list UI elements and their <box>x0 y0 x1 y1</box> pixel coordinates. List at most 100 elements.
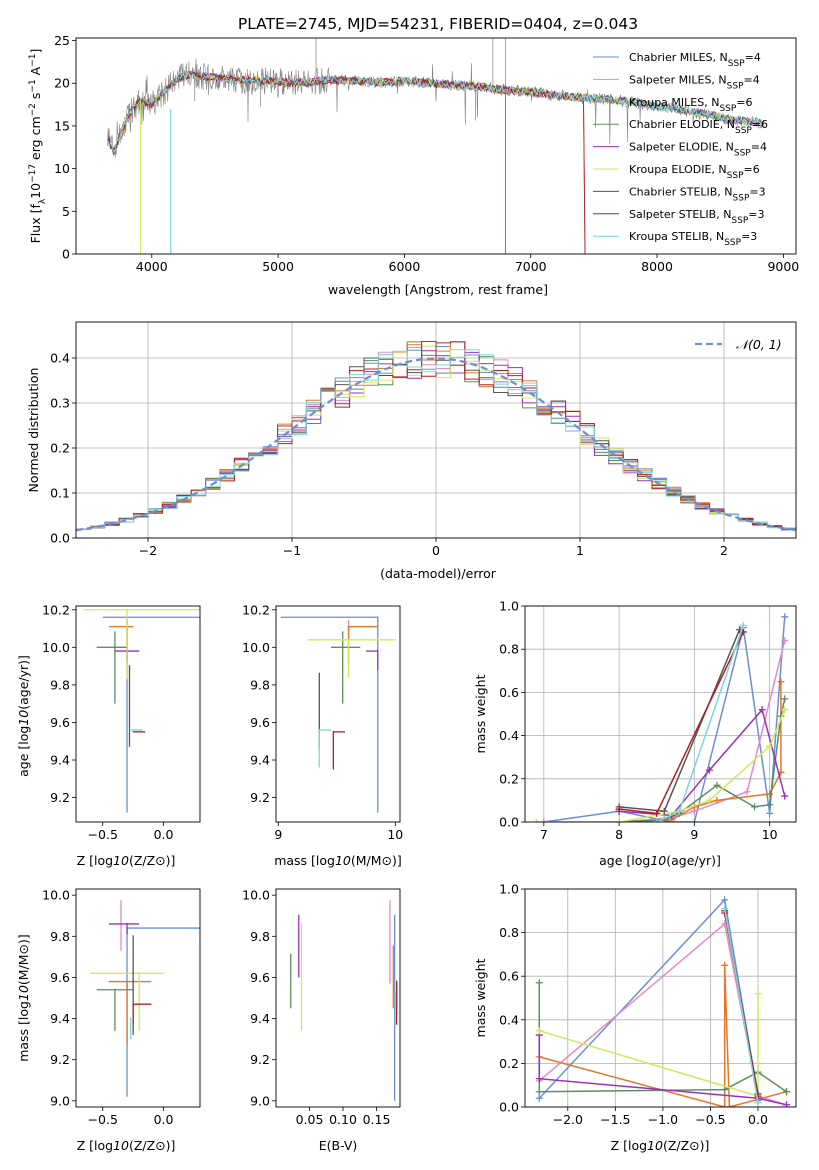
y-axis-label: mass weight <box>473 958 488 1037</box>
y-tick-label: 10 <box>54 161 70 176</box>
x-axis-label: wavelength [Angstrom, rest frame] <box>328 282 548 297</box>
y-tick-label: 0.2 <box>499 771 519 786</box>
axes-frame <box>75 37 797 255</box>
y-tick-label: 0.8 <box>499 925 519 940</box>
legend-label: Salpeter STELIB, NSSP=3 <box>629 208 765 226</box>
mass-weight-line <box>619 708 786 817</box>
y-tick-label: 0.1 <box>50 486 70 501</box>
mass-weight-marker <box>725 1103 733 1107</box>
y-tick-label: 0.3 <box>50 396 70 411</box>
y-tick-label: 9.6 <box>50 970 70 985</box>
y-tick-label: 5 <box>62 204 70 219</box>
plot-area <box>535 896 790 1107</box>
x-tick-label: 1 <box>576 543 584 558</box>
mass-weight-marker <box>781 695 789 703</box>
figure-title: PLATE=2745, MJD=54231, FIBERID=0404, z=0… <box>238 15 638 33</box>
mass-weight-marker <box>675 807 683 815</box>
axes-mass-vs-ebv: 0.05 0.10 0.15 9.0 9.2 9.4 9.6 9.8 10.0 E(B-V) <box>242 888 401 1153</box>
mass-weight-marker <box>535 1075 543 1083</box>
plot-area <box>532 613 789 822</box>
x-axis-label: Z [log10(Z/Z⊙)] <box>77 1138 176 1153</box>
axes-massweight-vs-age: 7 8 9 10 0.0 0.2 0.4 0.6 0.8 1.0 age [log10(age/yr… <box>473 599 797 868</box>
y-tick-label: 9.8 <box>50 929 70 944</box>
mass-weight-marker <box>615 818 623 822</box>
mass-weight-marker <box>660 807 668 815</box>
y-tick-label: 10.2 <box>242 602 270 617</box>
legend-label: Kroupa MILES, NSSP=6 <box>629 96 753 114</box>
mass-weight-marker <box>766 790 774 798</box>
y-tick-label: 9.6 <box>50 715 70 730</box>
mass-weight-marker <box>743 788 751 796</box>
x-tick-label: 0.0 <box>154 827 174 842</box>
axes-frame <box>524 888 797 1108</box>
x-tick-label: 10 <box>387 827 403 842</box>
mass-weight-marker <box>721 896 729 904</box>
x-tick-label: −1.5 <box>600 1112 630 1127</box>
plot-area <box>280 616 396 813</box>
y-axis-label: mass [log10(M/M⊙)] <box>16 934 31 1062</box>
plot-area <box>83 608 200 813</box>
x-tick-label: 8000 <box>641 259 673 274</box>
x-tick-label: 7 <box>540 827 548 842</box>
y-tick-label: 0.2 <box>499 1056 519 1071</box>
model-spectrum <box>107 71 765 154</box>
x-tick-label: −1.0 <box>648 1112 678 1127</box>
y-tick-label: 0.0 <box>50 531 70 546</box>
x-axis-label: Z [log10(Z/Z⊙)] <box>611 1138 710 1153</box>
model-spectrum <box>107 70 586 254</box>
legend-label: Chabrier MILES, NSSP=4 <box>629 51 761 69</box>
legend-label: Kroupa ELODIE, NSSP=6 <box>629 163 760 181</box>
x-tick-label: −2.0 <box>553 1112 583 1127</box>
y-tick-label: 1.0 <box>499 882 519 897</box>
mass-weight-marker <box>782 1088 790 1096</box>
y-tick-label: 9.0 <box>250 1093 270 1108</box>
legend-label: Chabrier STELIB, NSSP=3 <box>629 185 766 203</box>
mass-weight-marker <box>721 905 729 913</box>
mass-weight-marker <box>535 979 543 987</box>
x-tick-label: 0.15 <box>363 1112 391 1127</box>
y-tick-label: 9.6 <box>250 970 270 985</box>
y-tick-label: 0.0 <box>499 815 519 830</box>
x-tick-label: −1 <box>283 543 301 558</box>
mass-weight-marker <box>615 805 623 813</box>
residual-histogram <box>76 349 796 530</box>
y-tick-label: 10.0 <box>242 888 270 903</box>
y-tick-label: 9.4 <box>250 753 270 768</box>
x-tick-label: 0.0 <box>748 1112 768 1127</box>
mass-weight-marker <box>690 818 698 822</box>
x-tick-label: 9000 <box>767 259 799 274</box>
mass-weight-marker <box>751 803 759 811</box>
mass-weight-marker <box>754 990 762 998</box>
axes-frame <box>524 605 797 823</box>
y-tick-label: 0.0 <box>499 1100 519 1115</box>
x-tick-label: 4000 <box>136 259 168 274</box>
mass-weight-marker <box>781 637 789 645</box>
x-tick-label: 5000 <box>262 259 294 274</box>
mass-weight-marker <box>532 818 540 822</box>
mass-weight-marker <box>535 1088 543 1096</box>
y-tick-label: 0.4 <box>499 1012 519 1027</box>
y-tick-label: 9.2 <box>50 1052 70 1067</box>
mass-weight-marker <box>754 1099 762 1107</box>
x-tick-label: 6000 <box>389 259 421 274</box>
x-axis-label: age [log10(age/yr)] <box>599 853 721 868</box>
axes-mass-vs-z: −0.5 0.0 9.0 9.2 9.4 9.6 9.8 10.0 Z [log10(Z/Z⊙)… <box>16 888 201 1153</box>
y-tick-label: 20 <box>54 76 70 91</box>
y-axis-label: mass weight <box>473 674 488 753</box>
axes-residuals: −2 −1 0 1 2 0.0 0.1 0.2 0.3 0.4 𝒩(0, 1) (data-model… <box>26 321 797 581</box>
residual-histogram <box>76 341 796 531</box>
mass-weight-marker <box>781 792 789 800</box>
mass-weight-marker <box>653 818 661 822</box>
mass-weight-marker <box>713 781 721 789</box>
normal-curve <box>76 357 796 532</box>
mass-weight-line <box>723 908 759 1103</box>
y-tick-label: 9.4 <box>50 1011 70 1026</box>
x-axis-label: mass [log10(M/M⊙)] <box>274 853 402 868</box>
mass-weight-marker <box>782 1101 790 1107</box>
y-tick-label: 9.6 <box>250 715 270 730</box>
y-tick-label: 0.6 <box>499 685 519 700</box>
y-tick-label: 9.2 <box>50 790 70 805</box>
mass-weight-marker <box>781 706 789 714</box>
y-tick-label: 10.0 <box>42 640 70 655</box>
legend-label: Salpeter MILES, NSSP=4 <box>629 73 760 91</box>
